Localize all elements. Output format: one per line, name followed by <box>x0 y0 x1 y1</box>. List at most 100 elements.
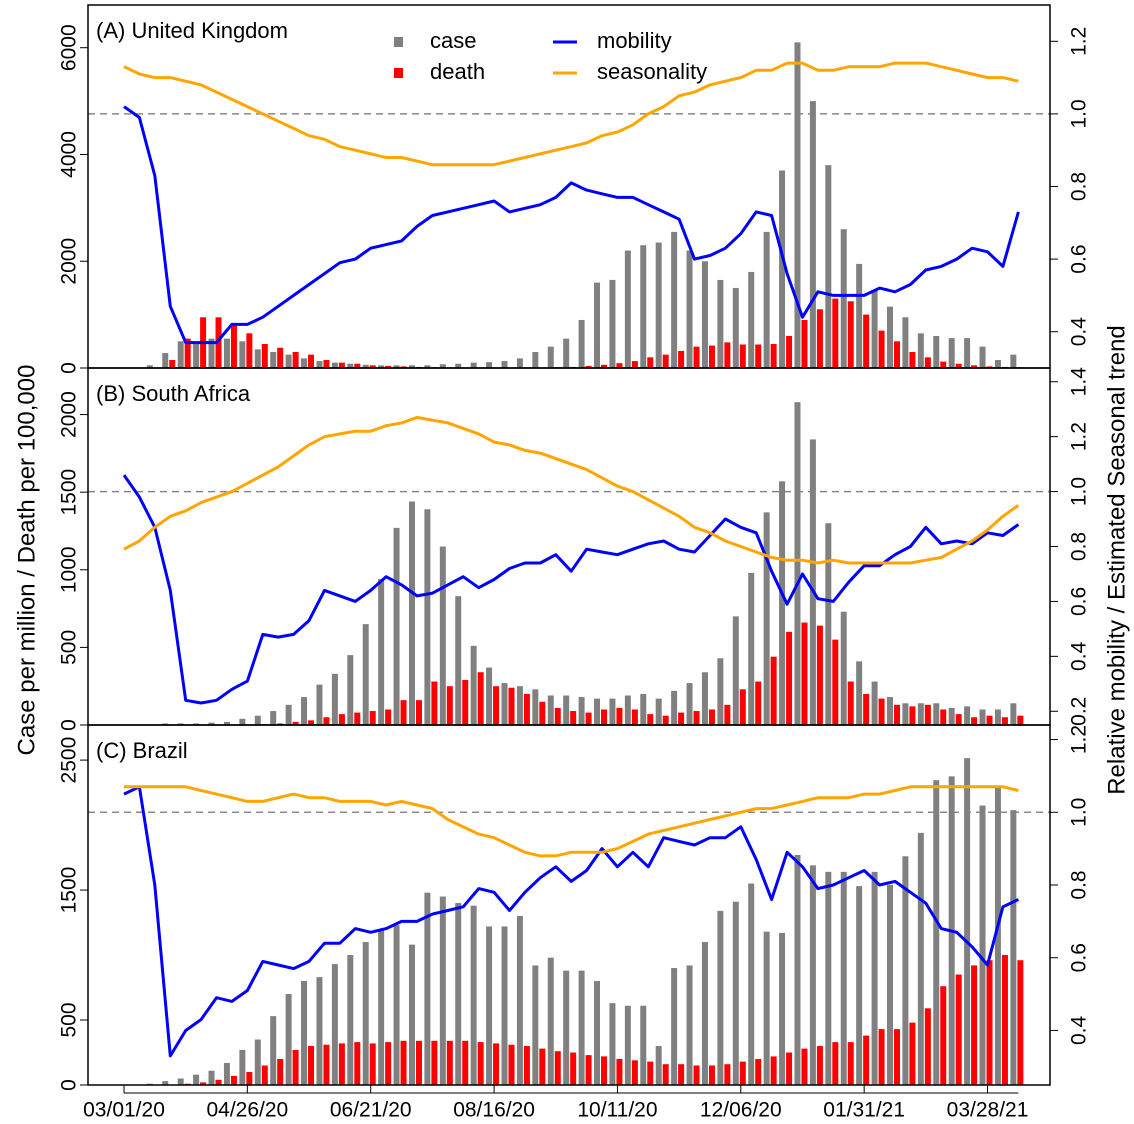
bar <box>570 711 577 725</box>
bar <box>408 365 415 368</box>
bar <box>902 856 909 1085</box>
bar <box>331 964 338 1085</box>
bar <box>316 684 323 725</box>
bar <box>986 715 993 725</box>
bar <box>840 871 847 1085</box>
bar <box>755 681 762 725</box>
bar <box>516 358 523 368</box>
y-tick-label: 4000 <box>58 131 81 178</box>
bar <box>1017 960 1024 1085</box>
bar <box>955 363 962 368</box>
bar <box>455 596 462 725</box>
bar <box>193 341 200 368</box>
bar <box>847 1042 854 1085</box>
y-tick-label: 1000 <box>58 546 81 593</box>
bar <box>801 319 808 368</box>
bar <box>516 686 523 725</box>
bar <box>338 1043 345 1085</box>
bar <box>755 1059 762 1085</box>
bar <box>208 722 215 725</box>
bar <box>631 361 638 368</box>
bar <box>578 319 585 368</box>
bar <box>1017 715 1024 725</box>
bar <box>964 706 971 725</box>
bar <box>594 698 601 725</box>
bar <box>986 366 993 368</box>
bar <box>254 349 261 368</box>
bar <box>1001 717 1008 725</box>
bar <box>400 700 407 725</box>
bar <box>902 703 909 725</box>
bar <box>215 1079 222 1085</box>
bar <box>539 1048 546 1085</box>
bar <box>331 673 338 725</box>
bar <box>909 1022 916 1085</box>
bar <box>400 366 407 368</box>
bar <box>230 1075 237 1085</box>
bar <box>563 970 570 1085</box>
bar <box>239 1049 246 1085</box>
bar <box>994 709 1001 725</box>
bar <box>455 363 462 368</box>
bar <box>347 955 354 1085</box>
bar <box>385 365 392 368</box>
bar <box>871 871 878 1085</box>
bar <box>385 1042 392 1085</box>
bar <box>285 354 292 368</box>
bar <box>301 981 308 1085</box>
bar <box>323 359 330 368</box>
bar <box>323 717 330 725</box>
bar <box>362 624 369 725</box>
bar <box>415 700 422 725</box>
x-tick-label: 03/28/21 <box>947 1099 1029 1122</box>
bar <box>924 704 931 725</box>
bar <box>779 932 786 1085</box>
bar <box>393 527 400 725</box>
bar <box>739 1061 746 1085</box>
bar <box>902 317 909 368</box>
bar <box>624 1005 631 1085</box>
line <box>123 105 1020 345</box>
bar <box>439 896 446 1085</box>
y-tick-label: 0 <box>58 719 81 731</box>
bar <box>385 709 392 725</box>
bar <box>439 364 446 368</box>
bar <box>948 707 955 725</box>
bar <box>369 1043 376 1085</box>
bar <box>724 342 731 368</box>
bar <box>616 707 623 725</box>
bar <box>917 703 924 725</box>
bar <box>369 365 376 368</box>
y2-tick-label: 0.8 <box>1068 870 1091 899</box>
y2-tick-label: 0.8 <box>1068 172 1091 201</box>
bar <box>748 883 755 1085</box>
bar <box>338 362 345 368</box>
bar <box>493 686 500 725</box>
bar <box>501 361 508 368</box>
bar <box>470 362 477 368</box>
bar <box>570 1052 577 1085</box>
bar <box>779 481 786 725</box>
bar <box>1001 955 1008 1085</box>
x-tick-label: 06/21/20 <box>330 1099 412 1122</box>
bar <box>887 306 893 368</box>
panel-frame <box>87 367 1051 726</box>
bar <box>809 101 816 369</box>
bar <box>439 546 446 725</box>
bar <box>270 351 277 368</box>
bar <box>169 359 176 368</box>
bar <box>816 625 823 725</box>
panel-frame <box>87 724 1051 1086</box>
bar <box>816 1046 823 1085</box>
y2-tick-label: 0.4 <box>1068 641 1091 671</box>
bar <box>701 261 708 368</box>
bar <box>940 709 947 725</box>
bar <box>878 1029 885 1085</box>
bar <box>177 1078 184 1085</box>
bar <box>523 693 530 725</box>
bar <box>678 350 685 368</box>
bar <box>223 338 230 368</box>
bar <box>979 709 986 725</box>
bar <box>708 709 715 725</box>
